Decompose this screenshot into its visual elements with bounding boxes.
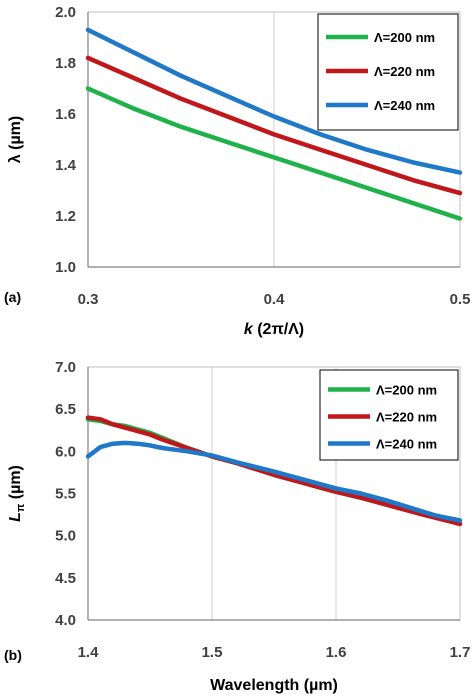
series-line-3 [85, 440, 463, 523]
y-axis-title-rest: (µm) [7, 465, 24, 504]
x-axis-title: k (2π/Λ) [244, 321, 304, 338]
y-tick-label: 7.0 [55, 359, 76, 376]
panel-label: (b) [4, 647, 22, 663]
y-axis-title-main: L [7, 512, 24, 522]
x-axis-title-text: Wavelength (µm) [210, 677, 338, 694]
series-line-3 [85, 27, 463, 175]
x-tick-label: 0.5 [450, 291, 471, 308]
y-tick-label: 1.4 [55, 157, 77, 174]
x-axis-title: Wavelength (µm) [210, 677, 338, 694]
legend-label-2: Λ=220 nm [374, 64, 435, 79]
x-tick-label: 1.4 [78, 644, 100, 661]
x-tick-label: 0.3 [78, 291, 99, 308]
y-axis-title: λ (µm) [7, 116, 24, 163]
legend: Λ=200 nm Λ=220 nm Λ=240 nm [319, 369, 459, 461]
y-tick-label: 5.5 [55, 486, 76, 503]
y-axis-title-sub: π [15, 503, 27, 512]
y-tick-label: 4.5 [55, 570, 76, 587]
y-tick-label: 6.5 [55, 401, 76, 418]
x-tick-label: 1.5 [202, 644, 223, 661]
x-axis-title-italic: k [244, 321, 254, 338]
legend-label-1: Λ=200 nm [374, 30, 435, 45]
chart-panel-b: 4.0 4.5 5.0 5.5 6.0 6.5 7.0 1.4 1.5 1.6 1.7 Λ=200 n… [4, 359, 470, 694]
legend: Λ=200 nm Λ=220 nm Λ=240 nm [317, 13, 459, 131]
y-tick-label: 6.0 [55, 443, 76, 460]
legend-label-3: Λ=240 nm [376, 437, 437, 452]
y-tick-label: 1.0 [55, 259, 76, 276]
x-tick-label: 1.6 [326, 644, 347, 661]
legend-label-2: Λ=220 nm [376, 410, 437, 425]
panel-label: (a) [4, 289, 21, 305]
y-tick-label: 1.8 [55, 55, 76, 72]
y-tick-label: 4.0 [55, 612, 76, 629]
x-tick-label: 0.4 [264, 291, 286, 308]
x-tick-label: 1.7 [450, 644, 471, 661]
y-tick-label: 1.2 [55, 208, 76, 225]
series-line-1 [85, 86, 463, 221]
y-tick-label: 2.0 [55, 4, 76, 21]
legend-label-1: Λ=200 nm [376, 383, 437, 398]
y-axis-title-text: λ (µm) [7, 116, 24, 163]
series-line-2 [85, 55, 463, 196]
legend-label-3: Λ=240 nm [374, 98, 435, 113]
x-axis-title-rest: (2π/Λ) [253, 321, 304, 338]
y-tick-label: 5.0 [55, 528, 76, 545]
y-tick-label: 1.6 [55, 106, 76, 123]
chart-panel-a: 1.0 1.2 1.4 1.6 1.8 2.0 0.3 0.4 0.5 Λ=200 nm Λ=220… [4, 4, 470, 338]
y-axis-title: Lπ (µm) [7, 465, 27, 522]
